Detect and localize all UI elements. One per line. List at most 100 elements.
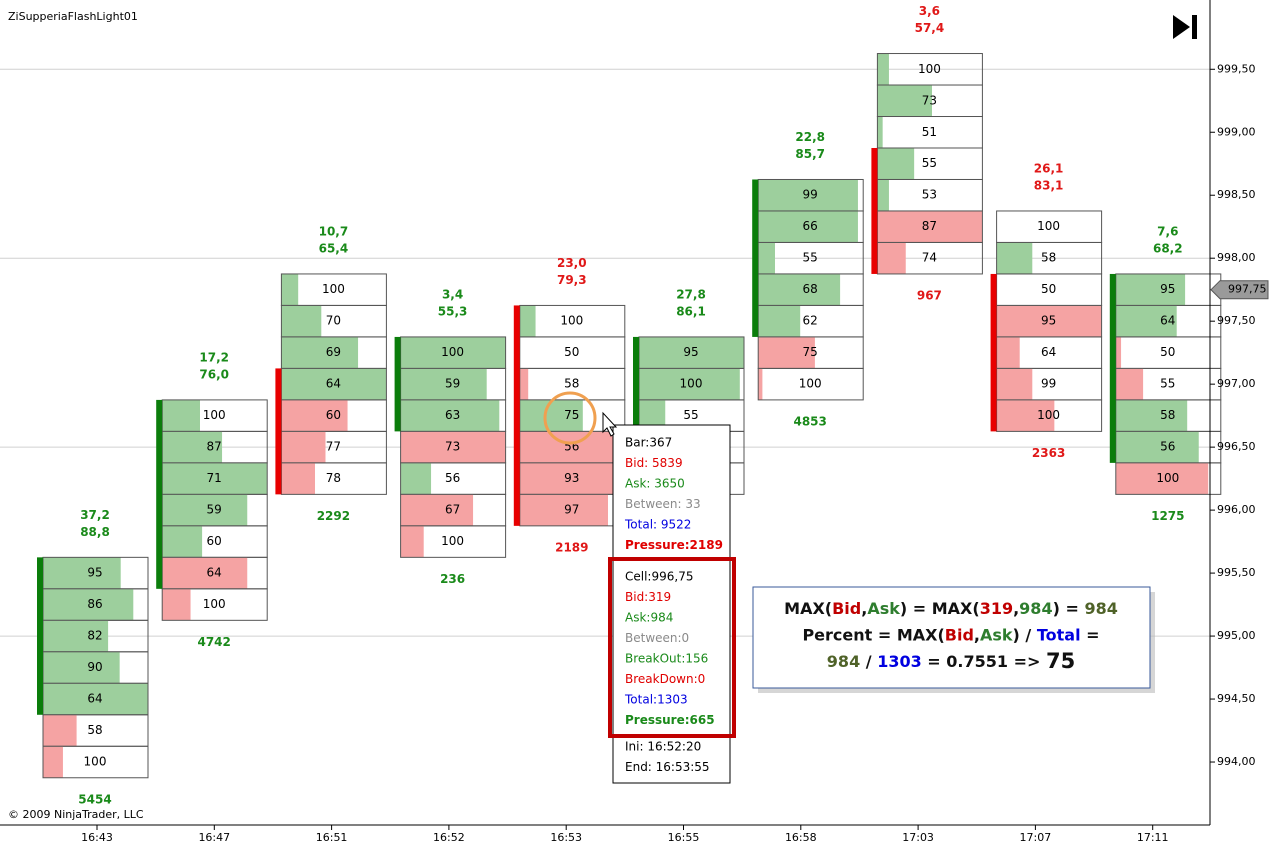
tooltip-line: Pressure:2189 — [625, 538, 723, 552]
cell-value: 60 — [207, 534, 222, 548]
cell-fill — [1115, 431, 1199, 463]
bar-stat: 57,4 — [915, 21, 945, 35]
x-tick-label: 16:51 — [316, 831, 348, 844]
cell-value: 95 — [1160, 282, 1175, 296]
tooltip-line: Cell:996,75 — [625, 570, 693, 584]
cell-fill — [996, 336, 1020, 369]
tooltip-line: Ini: 16:52:20 — [625, 740, 701, 754]
cell-value: 58 — [87, 723, 102, 737]
x-tick-label: 17:07 — [1020, 831, 1052, 844]
cell-fill — [519, 399, 583, 432]
formula-segment: 319 — [980, 599, 1013, 618]
formula-line: MAX(Bid,Ask) = MAX(319,984) = 984 — [784, 599, 1118, 618]
bar-stat: 17,2 — [199, 350, 229, 364]
formula-line: 984 / 1303 = 0.7551 => 75 — [827, 649, 1075, 673]
cell-value: 55 — [1160, 377, 1175, 391]
cell-fill — [877, 242, 906, 274]
bar-total: 2292 — [317, 509, 350, 523]
current-price-label: 997,75 — [1228, 283, 1267, 296]
bar-stat: 22,8 — [795, 130, 825, 144]
cell-value: 59 — [207, 503, 222, 517]
play-icon[interactable] — [1173, 15, 1197, 39]
formula-segment: = — [1081, 625, 1100, 644]
cell-fill — [519, 462, 620, 495]
formula-segment: , — [861, 599, 867, 618]
cell-value: 59 — [445, 377, 460, 391]
cell-fill — [1115, 273, 1186, 306]
cell-value: 77 — [326, 440, 341, 454]
pressure-stripe — [37, 557, 43, 715]
current-price-tag — [1210, 280, 1269, 300]
cell-value: 55 — [683, 408, 698, 422]
y-tick-label: 999,00 — [1217, 125, 1256, 138]
formula-box — [752, 586, 1151, 689]
cell-fill — [281, 336, 359, 369]
formula-line: Percent = MAX(Bid,Ask) / Total = — [802, 625, 1099, 644]
cell-fill — [519, 368, 529, 400]
formula-segment: 1303 — [877, 652, 922, 671]
cell-value: 100 — [1037, 408, 1060, 422]
cell-fill — [1115, 305, 1177, 337]
cell-fill — [43, 651, 120, 684]
x-tick-label: 16:58 — [785, 831, 817, 844]
cell-fill — [400, 525, 424, 558]
cell-value: 58 — [1160, 408, 1175, 422]
cell-value: 60 — [326, 408, 341, 422]
play-bar[interactable] — [1192, 15, 1197, 39]
cell-fill — [43, 588, 134, 621]
cell-value: 50 — [564, 345, 579, 359]
tooltip-line: Between: 33 — [625, 497, 701, 511]
x-tick-label: 16:43 — [81, 831, 113, 844]
cell-value: 69 — [326, 345, 341, 359]
tooltip-line: End: 16:53:55 — [625, 760, 710, 774]
cell-fill — [162, 525, 203, 558]
formula-segment: ) / — [1013, 625, 1037, 644]
cell-value: 70 — [326, 314, 341, 328]
bar-total: 4742 — [197, 635, 230, 649]
cell-fill — [1115, 399, 1188, 432]
formula-segment: , — [974, 625, 980, 644]
cell-fill — [639, 336, 744, 369]
pressure-stripe — [156, 399, 163, 589]
cell-value: 64 — [1160, 314, 1175, 328]
tooltip-cell-frame — [608, 557, 736, 738]
cell-value: 55 — [803, 251, 818, 265]
cell-fill — [162, 431, 223, 463]
y-tick-label: 997,50 — [1217, 314, 1256, 327]
cell-fill — [996, 399, 1055, 432]
cell-fill — [400, 368, 487, 400]
tooltip-line: Bid: 5839 — [625, 456, 683, 470]
tooltip-line: BreakDown:0 — [625, 672, 705, 686]
cell-fill — [758, 336, 815, 369]
cell-value: 99 — [803, 188, 818, 202]
pressure-stripe — [1109, 273, 1116, 463]
chart-title: ZiSupperiaFlashLight01 — [8, 10, 138, 23]
cell-fill — [996, 368, 1033, 400]
cell-value: 93 — [564, 471, 579, 485]
play-triangle[interactable] — [1173, 15, 1190, 39]
cell-fill — [519, 494, 608, 526]
cell-value: 100 — [1037, 219, 1060, 233]
bar-stat: 65,4 — [319, 241, 349, 255]
cell-value: 87 — [922, 219, 937, 233]
cell-fill — [877, 147, 915, 180]
bar-total: 2189 — [555, 540, 588, 554]
cell-value: 56 — [1160, 440, 1175, 454]
cell-value: 73 — [922, 93, 937, 107]
cell-fill — [519, 305, 536, 337]
cell-value: 67 — [445, 503, 460, 517]
cell-fill — [758, 210, 858, 243]
cell-value: 95 — [683, 345, 698, 359]
cell-value: 58 — [1041, 251, 1056, 265]
cell-fill — [43, 620, 109, 652]
cell-value: 100 — [84, 755, 107, 769]
pressure-stripe — [871, 147, 878, 274]
formula-segment: Ask — [867, 599, 900, 618]
bar-stat: 3,6 — [919, 4, 940, 18]
cell — [1115, 462, 1222, 495]
formula-segment: 984 — [1084, 599, 1117, 618]
formula-segment: ) = — [1053, 599, 1085, 618]
cell-fill — [43, 746, 63, 778]
cell-fill — [43, 683, 148, 715]
bar-stat: 86,1 — [676, 304, 706, 318]
